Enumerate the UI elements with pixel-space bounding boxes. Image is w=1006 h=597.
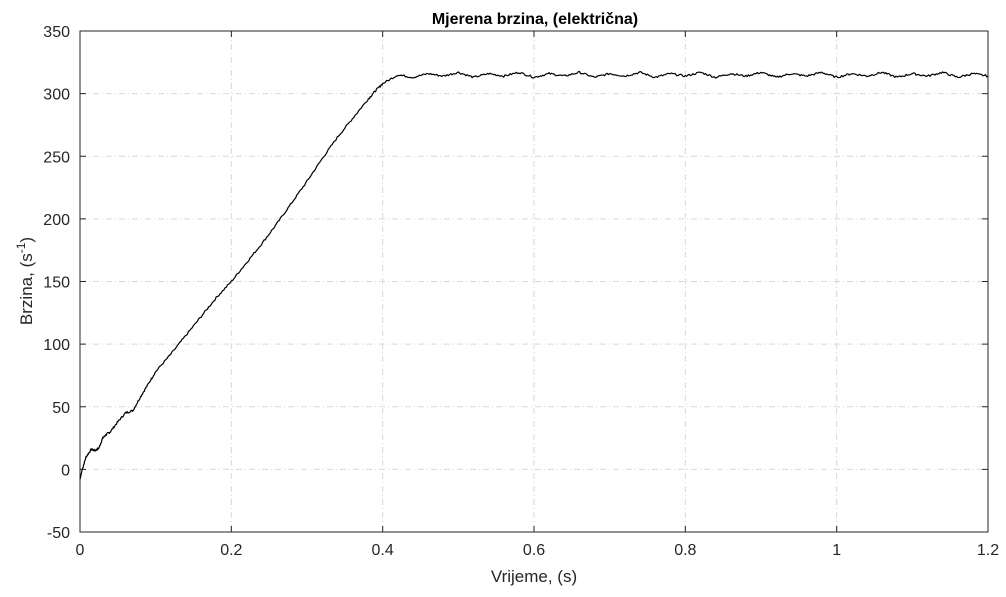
y-tick-label: 100: [43, 337, 70, 354]
x-axis-label: Vrijeme, (s): [491, 567, 577, 586]
y-tick-label: 50: [52, 400, 70, 417]
y-tick-label: 150: [43, 275, 70, 292]
y-tick-label: 200: [43, 212, 70, 229]
grid: [80, 31, 988, 532]
x-tick-label: 1: [832, 542, 841, 559]
y-tick-labels: -50 0 50 100 150 200 250 300 350: [43, 24, 70, 542]
x-tick-labels: 0 0.2 0.4 0.6 0.8 1 1.2: [76, 542, 1000, 559]
x-tick-label: 0: [76, 542, 85, 559]
y-tick-label: 0: [61, 462, 70, 479]
y-axis-label-suffix: ): [17, 237, 36, 243]
y-tick-label: 250: [43, 149, 70, 166]
y-tick-label: 300: [43, 87, 70, 104]
y-tick-label: 350: [43, 24, 70, 41]
speed-series-line: [79, 70, 989, 480]
y-tick-label: -50: [47, 525, 70, 542]
y-axis-label-superscript: -1: [14, 242, 28, 253]
x-tick-label: 1.2: [977, 542, 999, 559]
y-axis-label-main: Brzina, (s: [17, 253, 36, 325]
x-tick-label: 0.4: [372, 542, 394, 559]
x-tick-label: 0.6: [523, 542, 545, 559]
chart-title: Mjerena brzina, (električna): [432, 11, 638, 28]
x-tick-label: 0.2: [220, 542, 242, 559]
x-tick-label: 0.8: [674, 542, 696, 559]
y-axis-label: Brzina, (s-1): [14, 237, 36, 325]
axis-ticks: [79, 30, 989, 533]
